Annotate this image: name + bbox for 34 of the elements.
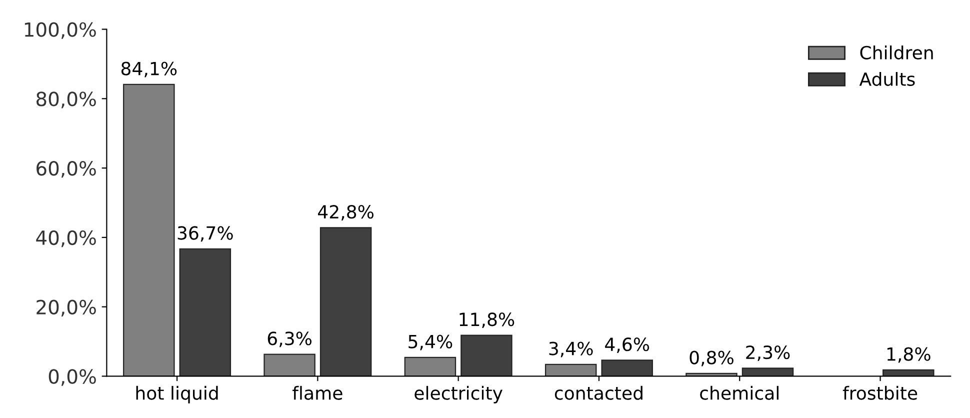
y-tick-label: 40,0% [36, 230, 96, 248]
x-tick-label: electricity [414, 386, 502, 404]
data-label: 0,8% [690, 350, 734, 366]
data-label: 11,8% [460, 312, 514, 328]
data-label: 5,4% [408, 334, 452, 350]
y-tick-label: 20,0% [36, 300, 96, 316]
x-tick-label: hot liquid [136, 386, 218, 404]
bar [404, 356, 456, 376]
legend-label: Adults [859, 72, 915, 86]
data-label: 2,3% [746, 346, 790, 362]
y-tick-label: 0,0% [48, 369, 96, 386]
bar [123, 84, 175, 376]
data-label: 1,8% [887, 347, 930, 363]
y-tick-label: 60,0% [36, 160, 96, 178]
bar [320, 227, 372, 376]
data-label: 84,1% [121, 62, 177, 78]
data-label: 36,7% [178, 226, 233, 242]
x-tick-label: frostbite [842, 386, 918, 400]
y-tick-label: 80,0% [36, 92, 96, 108]
y-tick-label: 100,0% [24, 22, 96, 39]
bar [460, 334, 512, 376]
data-label: 6,3% [268, 332, 312, 348]
x-tick-label: chemical [700, 386, 778, 400]
bar [264, 354, 316, 376]
legend-label: Children [860, 46, 933, 60]
bar [601, 360, 653, 376]
x-tick-label: flame [292, 386, 342, 400]
data-label: 4,6% [605, 338, 650, 354]
bar [742, 368, 794, 376]
x-tick-label: contacted [554, 386, 642, 400]
bar [179, 248, 232, 376]
data-label: 42,8% [318, 205, 374, 220]
bar [544, 364, 597, 376]
data-label: 3,4% [549, 342, 593, 358]
